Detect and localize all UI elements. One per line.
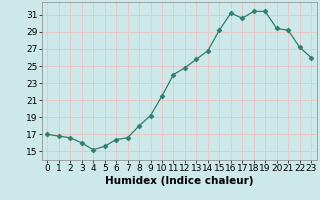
X-axis label: Humidex (Indice chaleur): Humidex (Indice chaleur) (105, 176, 253, 186)
